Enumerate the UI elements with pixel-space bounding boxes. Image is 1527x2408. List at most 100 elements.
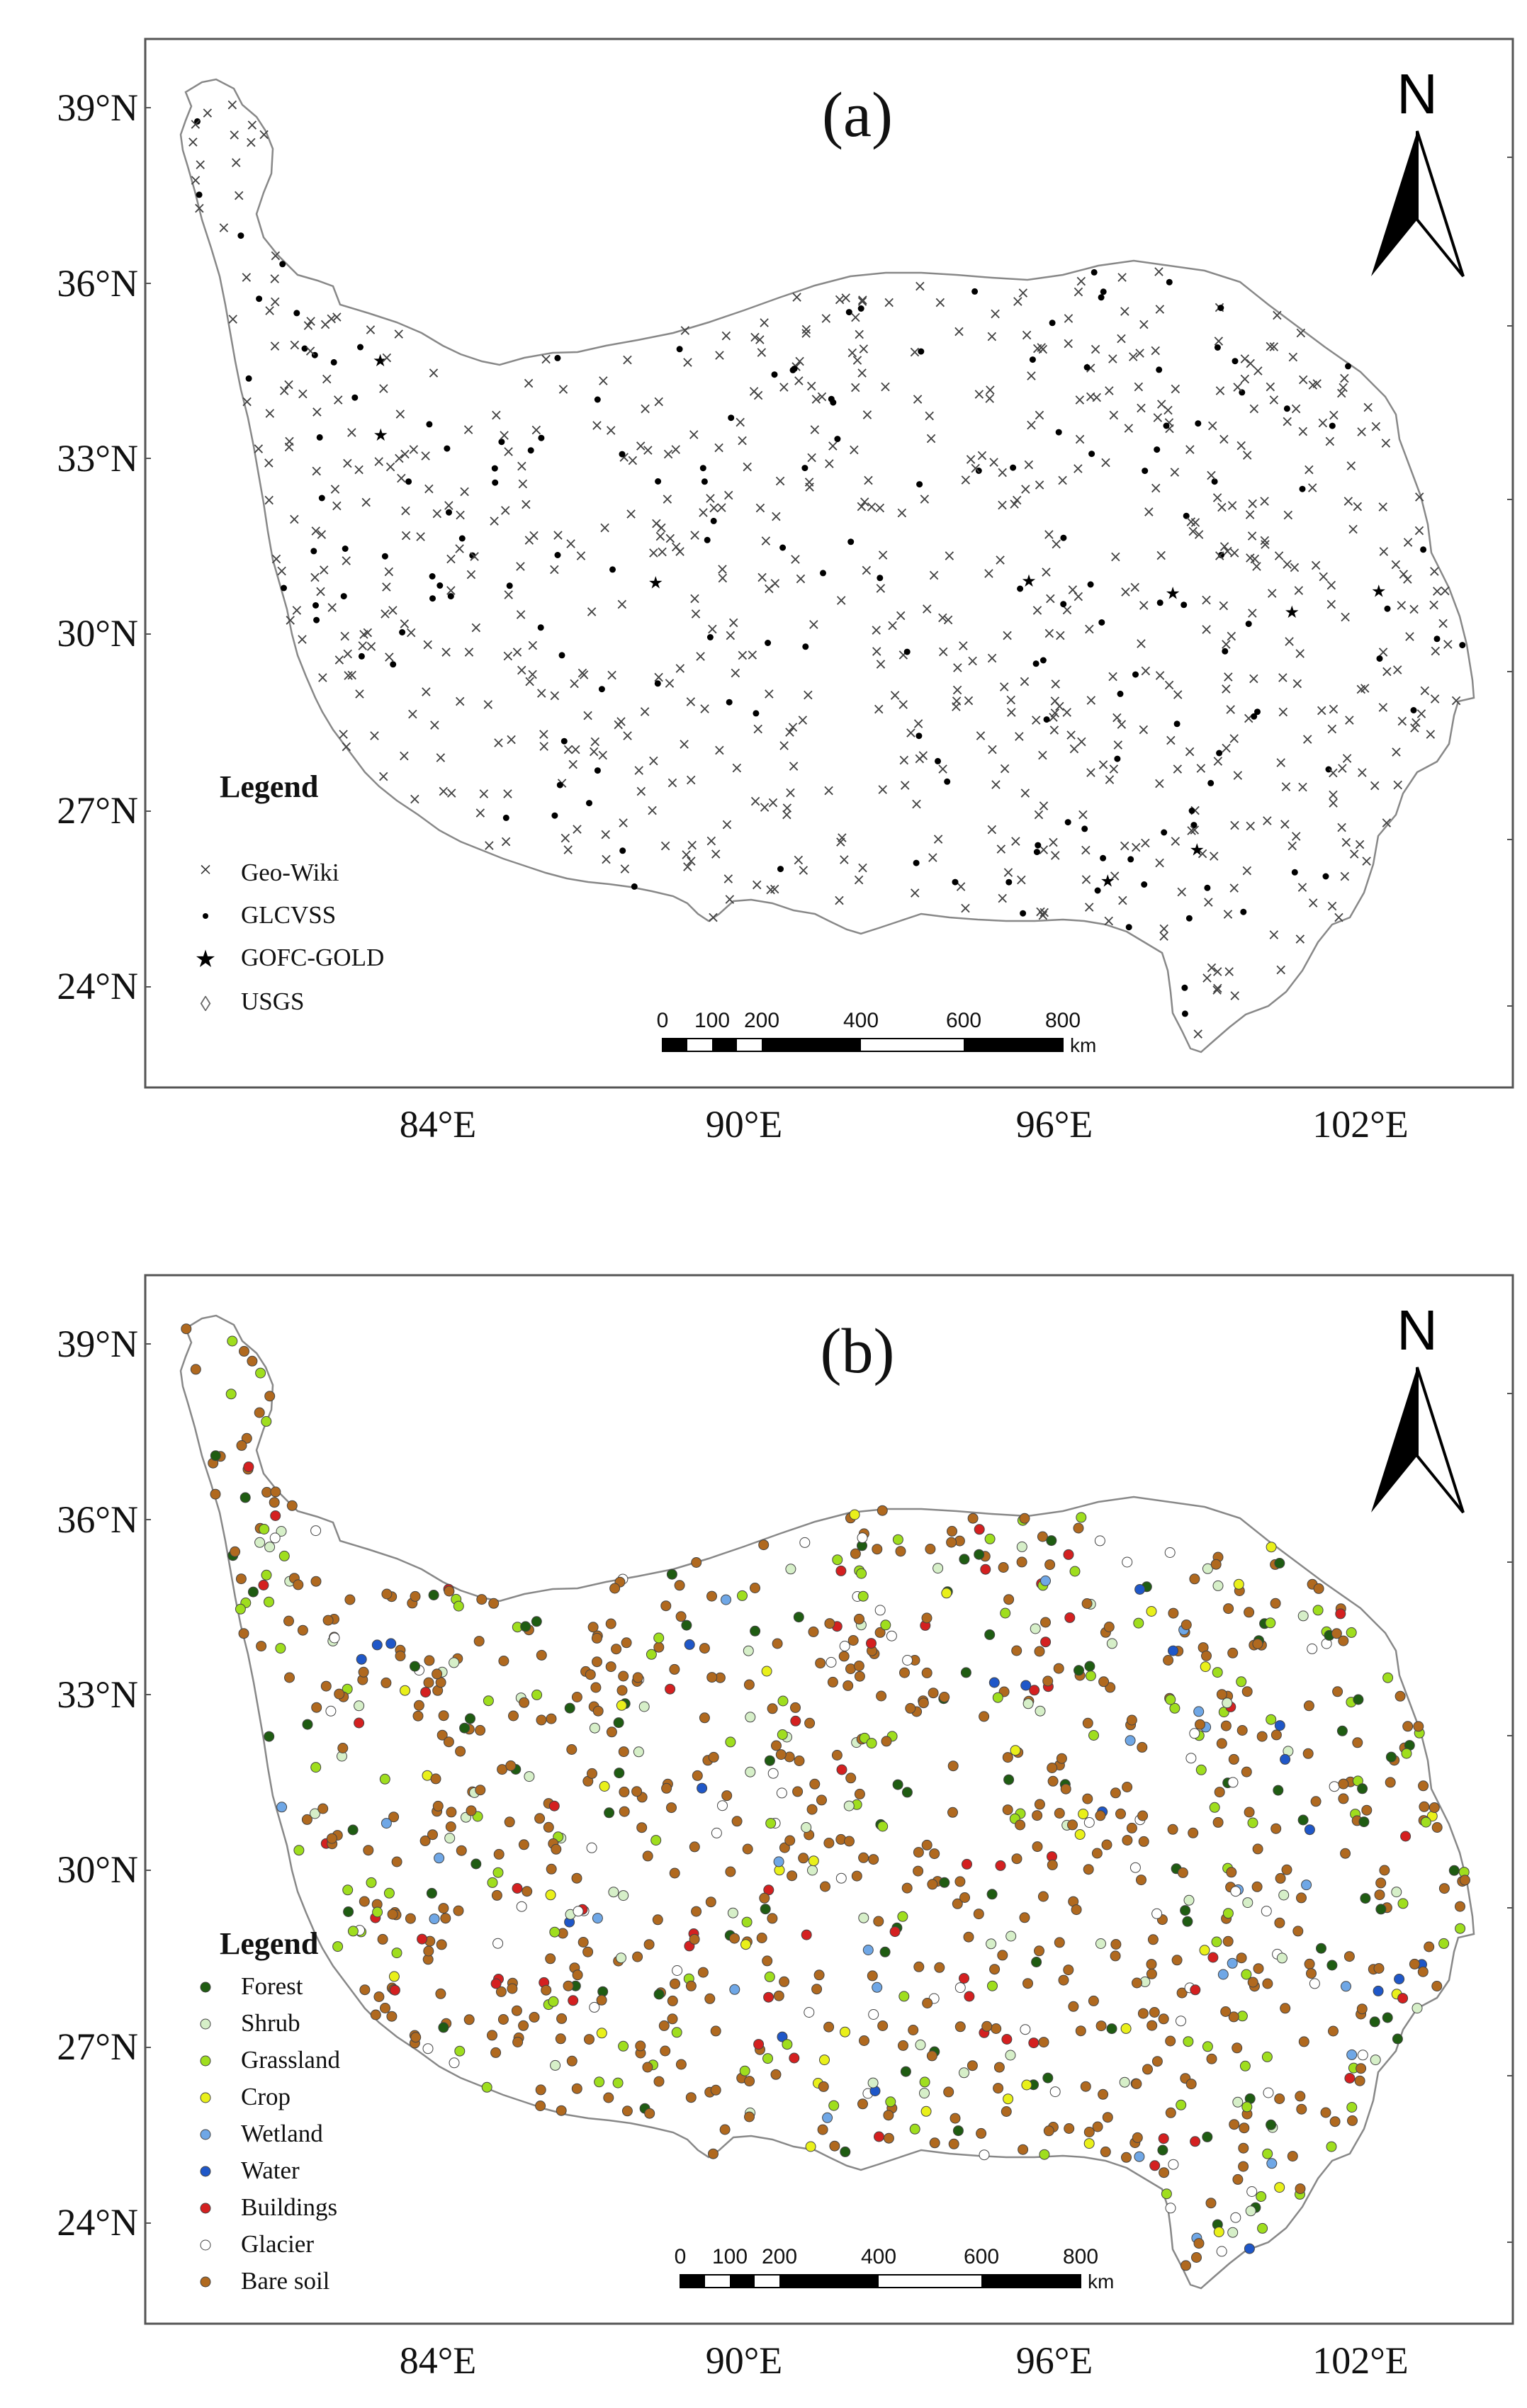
land-cover-point bbox=[1241, 1767, 1251, 1777]
land-cover-point bbox=[1241, 1969, 1251, 1979]
land-cover-point bbox=[529, 2012, 539, 2022]
land-cover-point bbox=[1181, 2261, 1191, 2271]
land-cover-point bbox=[1190, 1729, 1200, 1739]
land-cover-point bbox=[1362, 1805, 1372, 1815]
geo-wiki-point: × bbox=[1228, 817, 1241, 835]
geo-wiki-point: × bbox=[1034, 903, 1047, 921]
geo-wiki-point: × bbox=[468, 548, 480, 565]
land-cover-point bbox=[572, 1873, 582, 1883]
land-cover-point bbox=[1239, 2123, 1249, 2133]
geo-wiki-point: × bbox=[925, 430, 937, 448]
land-cover-point bbox=[1152, 2057, 1162, 2067]
geo-wiki-point: × bbox=[474, 804, 487, 822]
geo-wiki-point: × bbox=[419, 683, 432, 701]
geo-wiki-point: × bbox=[604, 422, 617, 440]
land-cover-point bbox=[745, 2112, 755, 2122]
land-cover-point bbox=[1132, 1978, 1142, 1988]
land-cover-point bbox=[1439, 1938, 1449, 1948]
land-cover-point bbox=[979, 2150, 989, 2160]
geo-wiki-point: × bbox=[1294, 930, 1307, 948]
land-cover-point bbox=[509, 1711, 519, 1721]
geo-wiki-point: × bbox=[740, 458, 753, 476]
geo-wiki-point: × bbox=[694, 648, 706, 665]
glcvss-point bbox=[1156, 366, 1162, 373]
land-cover-point bbox=[692, 1558, 701, 1568]
geo-wiki-point: × bbox=[1153, 854, 1166, 872]
geo-wiki-point: × bbox=[1292, 582, 1305, 599]
land-cover-point bbox=[1146, 1607, 1156, 1617]
land-cover-point bbox=[1127, 1823, 1137, 1833]
geo-wiki-point: × bbox=[959, 472, 972, 490]
land-cover-point bbox=[302, 1814, 312, 1824]
geo-wiki-point: × bbox=[517, 475, 529, 493]
land-cover-point bbox=[587, 1843, 597, 1853]
geo-wiki-point: × bbox=[1106, 351, 1119, 368]
geo-wiki-point: × bbox=[434, 749, 447, 767]
land-cover-point bbox=[1146, 1969, 1156, 1979]
land-cover-point bbox=[1336, 1609, 1346, 1619]
land-cover-point bbox=[940, 1877, 950, 1887]
land-cover-point bbox=[1168, 1608, 1178, 1618]
land-cover-point bbox=[804, 2008, 814, 2018]
geo-wiki-point: × bbox=[721, 816, 733, 834]
land-cover-point bbox=[388, 1909, 398, 1919]
land-cover-point bbox=[987, 1889, 997, 1899]
geo-wiki-point: × bbox=[1042, 526, 1055, 544]
land-cover-point bbox=[636, 2041, 646, 2051]
land-cover-point bbox=[1207, 2054, 1217, 2064]
land-cover-point bbox=[453, 1601, 463, 1611]
glcvss-point bbox=[1034, 849, 1040, 855]
geo-wiki-point: × bbox=[908, 884, 921, 902]
land-cover-point bbox=[386, 1639, 396, 1649]
land-cover-point bbox=[344, 1907, 354, 1917]
panel-label-b: (b) bbox=[821, 1316, 895, 1386]
geo-wiki-point: × bbox=[1249, 550, 1261, 568]
land-cover-point bbox=[239, 1629, 249, 1639]
geo-wiki-point: × bbox=[839, 289, 852, 307]
land-cover-point bbox=[794, 1756, 804, 1766]
land-cover-point bbox=[771, 2069, 781, 2079]
land-cover-point bbox=[722, 1791, 732, 1801]
glcvss-point bbox=[1157, 599, 1163, 606]
geo-wiki-point: × bbox=[1048, 722, 1061, 740]
land-cover-point bbox=[414, 1700, 424, 1710]
land-cover-point bbox=[840, 2147, 850, 2157]
land-cover-point bbox=[955, 1877, 965, 1887]
land-cover-point bbox=[1258, 2223, 1268, 2233]
land-cover-point bbox=[372, 1640, 382, 1650]
geo-wiki-point: × bbox=[698, 700, 711, 718]
land-cover-point bbox=[697, 1783, 707, 1793]
geo-wiki-point: × bbox=[599, 826, 612, 844]
land-cover-point bbox=[619, 1891, 629, 1901]
geo-wiki-point: × bbox=[380, 579, 393, 597]
lon-label: 96°E bbox=[1016, 2339, 1093, 2382]
scale-unit: km bbox=[1070, 1034, 1096, 1056]
geo-wiki-point: × bbox=[1326, 786, 1339, 804]
land-cover-point bbox=[1307, 1644, 1317, 1654]
land-cover-point bbox=[1266, 1618, 1275, 1628]
land-cover-point bbox=[791, 1702, 801, 1712]
geo-wiki-point: × bbox=[983, 390, 996, 407]
geo-wiki-point: × bbox=[598, 519, 611, 537]
geo-wiki-point: × bbox=[669, 441, 682, 458]
land-cover-point bbox=[858, 2099, 868, 2109]
land-cover-point bbox=[982, 2021, 992, 2031]
land-cover-point bbox=[782, 2040, 792, 2050]
glcvss-point bbox=[772, 371, 778, 378]
land-cover-point bbox=[1392, 1887, 1402, 1897]
land-cover-point bbox=[1360, 1894, 1370, 1904]
geo-wiki-point: × bbox=[851, 352, 864, 370]
geo-wiki-point: × bbox=[1296, 878, 1309, 896]
glcvss-point bbox=[436, 582, 443, 589]
land-cover-point bbox=[1304, 1701, 1314, 1711]
land-cover-point bbox=[661, 1601, 671, 1611]
geo-wiki-point: × bbox=[989, 776, 1002, 794]
land-cover-point bbox=[366, 1877, 376, 1887]
glcvss-point bbox=[1189, 808, 1195, 814]
land-cover-point bbox=[374, 1992, 384, 2002]
geo-wiki-point: × bbox=[876, 781, 889, 799]
land-cover-point bbox=[621, 1638, 631, 1648]
land-cover-point bbox=[543, 1822, 553, 1832]
geo-wiki-point: × bbox=[638, 703, 651, 720]
geo-wiki-point: × bbox=[264, 405, 276, 422]
